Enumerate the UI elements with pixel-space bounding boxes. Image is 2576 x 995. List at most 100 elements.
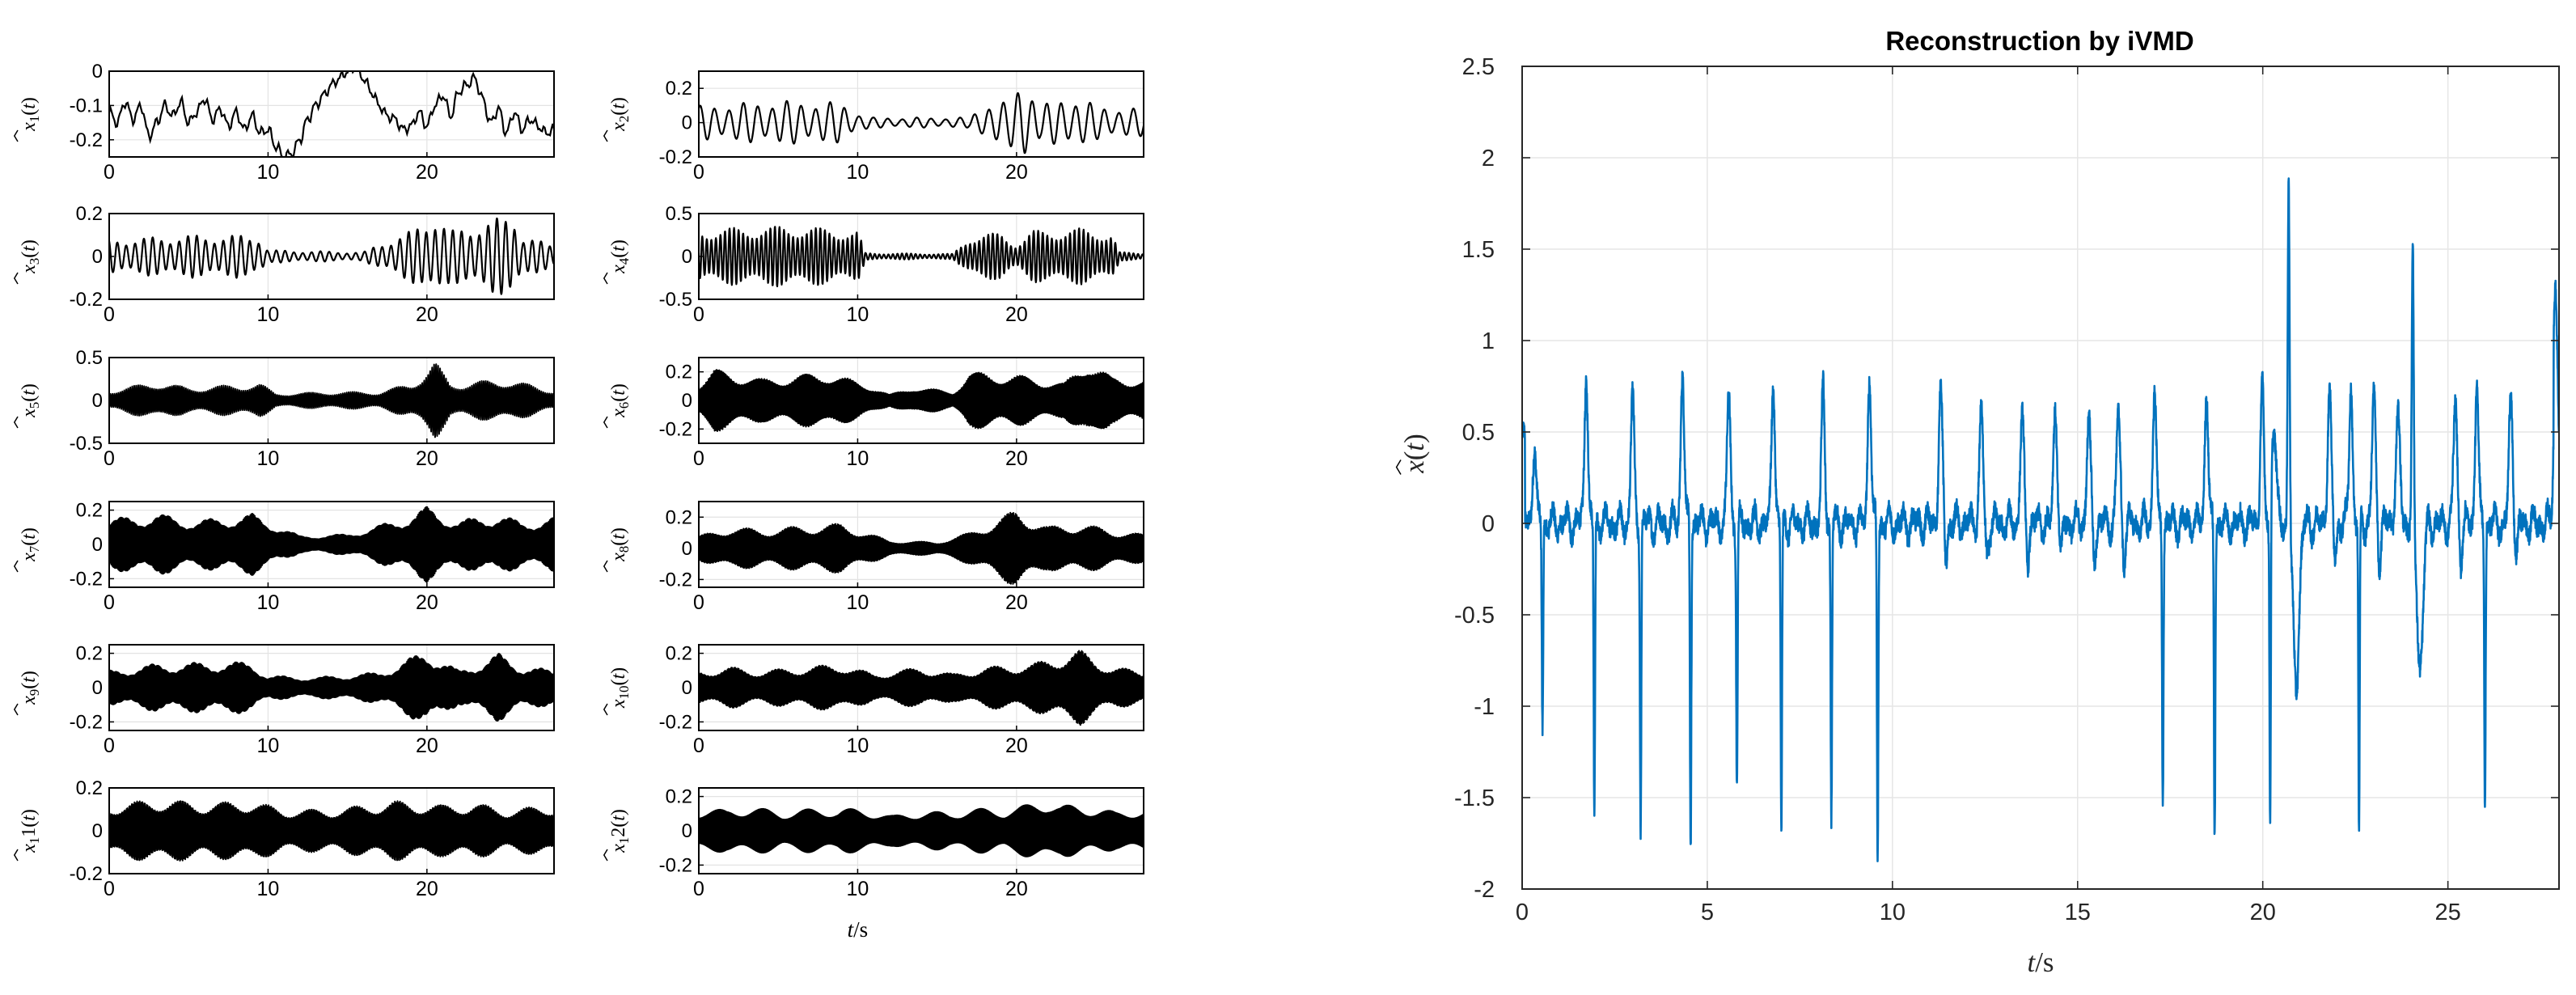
reconstruction-series: [1522, 177, 2559, 862]
hat-mark: [13, 703, 19, 716]
imf-series-x8: [699, 511, 1144, 585]
imf-panel-x4: 0 10 20-0.500.5x4(t): [603, 203, 1144, 326]
y-tick-label: -0.1: [70, 95, 103, 116]
imf-panel-x9: 0 10 20-0.200.2x9(t): [13, 643, 555, 757]
y-tick-label: 2: [1482, 146, 1495, 171]
x-tick-label: 20: [416, 591, 438, 614]
svg-text:x1(t): x1(t): [19, 97, 42, 132]
x-tick-label: 20: [1005, 161, 1028, 184]
y-tick-label: -0.2: [659, 569, 692, 591]
x-tick-label: 10: [847, 591, 869, 614]
axes-box: [698, 501, 1144, 588]
hat-mark: [603, 272, 608, 285]
y-tick-label: -0.2: [659, 146, 692, 168]
y-tick-label: 0.2: [76, 777, 103, 799]
y-axis-label-x6: x6(t): [603, 383, 632, 429]
imf-series-x5: [109, 363, 554, 438]
svg-text:x9(t): x9(t): [19, 671, 42, 705]
x-tick-label: 0: [104, 735, 115, 757]
y-axis-label-x9: x9(t): [13, 671, 42, 716]
svg-text:x10(t): x10(t): [608, 667, 632, 709]
axes-box: [108, 70, 555, 158]
y-tick-label: -0.2: [70, 711, 103, 733]
x-tick-label: 0: [693, 303, 704, 326]
y-tick-label: 0: [682, 390, 692, 412]
reconstruction-chart-title: Reconstruction by iVMD: [1885, 26, 2193, 56]
imf-series-x6: [699, 369, 1144, 432]
hat-mark: [13, 416, 19, 429]
y-tick-label: -0.5: [659, 289, 692, 311]
imf-panel-x5: 0 10 20-0.500.5x5(t): [13, 347, 555, 470]
imf-panel-x6: 0 10 20-0.200.2x6(t): [603, 357, 1144, 470]
x-tick-label: 20: [416, 735, 438, 757]
x-tick-label: 10: [847, 735, 869, 757]
x-tick-label: 10: [847, 303, 869, 326]
reconstruction-x-axis-label: t/s: [2027, 946, 2054, 978]
imf-series-x9: [109, 653, 554, 722]
y-tick-label: 1: [1482, 328, 1495, 354]
axes-box: [698, 70, 1144, 158]
y-tick-label: 0.2: [666, 643, 692, 665]
axes-box: [1521, 66, 2560, 890]
y-axis-label-x5: x5(t): [13, 383, 42, 429]
hat-mark: [603, 849, 608, 862]
x-tick-label: 5: [1701, 900, 1714, 925]
y-tick-label: 0: [682, 246, 692, 268]
x-tick-label: 20: [416, 303, 438, 326]
x-tick-label: 0: [104, 878, 115, 900]
y-axis-label-x11: x11(t): [13, 809, 42, 862]
y-tick-label: 0.5: [666, 203, 692, 225]
imf-panel-x8: 0 10 20-0.200.2x8(t): [603, 501, 1144, 614]
y-tick-label: 0.2: [666, 506, 692, 528]
x-tick-label: 10: [257, 591, 280, 614]
x-tick-label: 10: [1880, 900, 1906, 925]
y-tick-label: 0: [92, 677, 103, 699]
hat-mark: [1395, 459, 1402, 475]
x-tick-label: 20: [416, 161, 438, 184]
x-tick-label: 10: [847, 878, 869, 900]
y-axis-label-x3: x3(t): [13, 239, 42, 285]
y-tick-label: 0: [1482, 511, 1495, 537]
svg-text:x6(t): x6(t): [608, 383, 632, 418]
x-tick-label: 0: [104, 161, 115, 184]
imf-panel-x2: 0 10 20-0.200.2x2(t): [603, 70, 1144, 184]
y-tick-label: 0: [682, 538, 692, 560]
y-tick-label: 0: [92, 246, 103, 268]
hat-mark: [13, 560, 19, 573]
y-tick-label: 0.2: [666, 362, 692, 383]
imf-x-axis-label: t/s: [848, 917, 869, 942]
y-tick-label: 0: [682, 677, 692, 699]
y-tick-label: -0.2: [70, 129, 103, 151]
y-axis-label-x4: x4(t): [603, 239, 632, 285]
x-tick-label: 10: [847, 447, 869, 470]
x-tick-label: 10: [257, 447, 280, 470]
x-tick-label: 20: [1005, 591, 1028, 614]
imf-series-x7: [109, 506, 554, 583]
hat-mark: [13, 129, 19, 142]
imf-series-x3: [109, 217, 554, 295]
y-tick-label: 0.5: [1462, 420, 1495, 446]
hat-mark: [13, 849, 19, 862]
svg-text:x2(t): x2(t): [608, 97, 632, 132]
imf-panel-x7: 0 10 20-0.200.2x7(t): [13, 500, 555, 614]
x-tick-label: 10: [257, 161, 280, 184]
x-tick-label: 20: [1005, 303, 1028, 326]
x-tick-label: 10: [257, 878, 280, 900]
y-axis-label-x10: x10(t): [603, 667, 632, 716]
svg-text:x5(t): x5(t): [19, 383, 42, 418]
x-tick-label: 0: [104, 447, 115, 470]
x-tick-label: 10: [257, 735, 280, 757]
y-tick-label: 0.2: [76, 500, 103, 522]
x-tick-label: 20: [416, 447, 438, 470]
hat-mark: [603, 703, 608, 716]
y-tick-label: -0.2: [70, 568, 103, 590]
x-tick-label: 0: [693, 878, 704, 900]
y-tick-label: -0.2: [70, 289, 103, 311]
x-tick-label: 0: [693, 161, 704, 184]
hat-mark: [603, 129, 608, 142]
x-tick-label: 0: [104, 303, 115, 326]
x-tick-label: 20: [1005, 735, 1028, 757]
